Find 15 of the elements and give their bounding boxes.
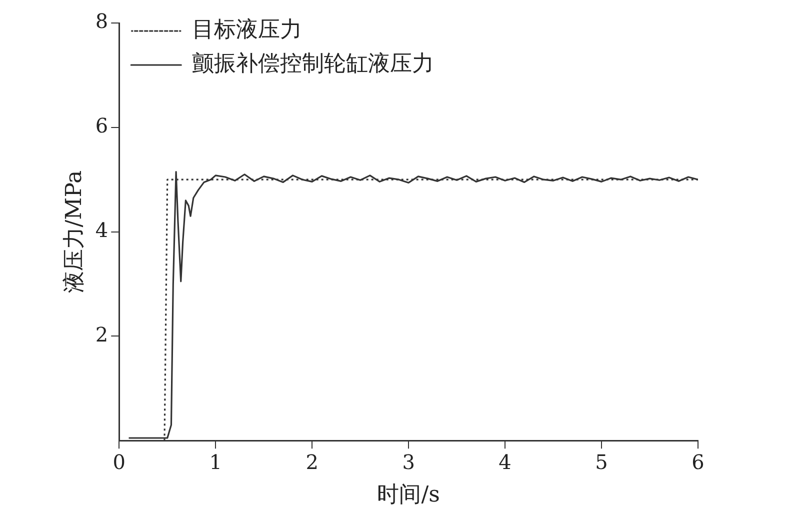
legend-label: 目标液压力	[192, 18, 302, 43]
x-tick-label: 5	[595, 450, 608, 474]
y-tick-label: 6	[95, 114, 108, 138]
x-tick-label: 4	[498, 450, 512, 474]
x-tick-label: 0	[112, 450, 126, 474]
x-axis-title: 时间/s	[377, 482, 440, 508]
x-tick-label: 3	[402, 450, 415, 474]
x-tick-label: 1	[209, 450, 222, 474]
legend-label: 颤振补偿控制轮缸液压力	[192, 52, 434, 77]
y-tick-label: 8	[95, 9, 108, 34]
y-tick-label: 2	[95, 322, 108, 346]
y-tick-label: 4	[95, 218, 108, 242]
y-axis-title: 液压力/MPa	[62, 170, 87, 294]
x-tick-label: 6	[692, 450, 704, 474]
x-tick-label: 2	[306, 450, 318, 474]
